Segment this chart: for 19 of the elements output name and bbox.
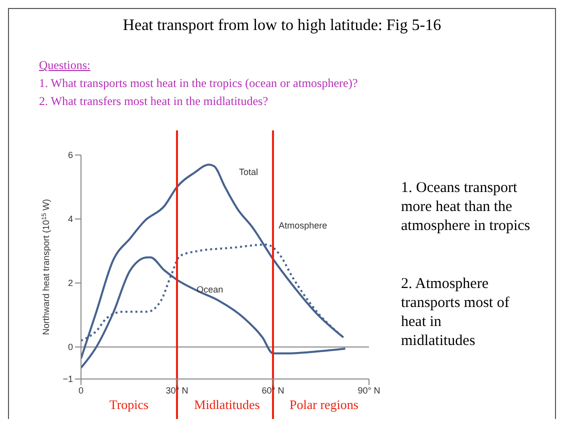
text: 2. Atmosphere transports most of heat in midlatitudes <box>401 275 510 351</box>
text: Tropics <box>108 397 150 413</box>
y-tick-label: −1 <box>62 374 73 384</box>
y-tick-label: 4 <box>68 214 73 224</box>
x-tick-label: 0 <box>78 385 84 396</box>
chart-title: Heat transport from low to high latitude: Fig 5-16 <box>122 17 442 35</box>
text: Polar regions <box>288 397 360 413</box>
series-label: Ocean <box>196 284 224 295</box>
y-tick-label: 2 <box>68 278 73 288</box>
text: 1. Oceans transport more heat than the atmosphere in tropics <box>401 179 532 236</box>
text: 2. What transfers most heat in the midlatitudes? <box>39 93 270 110</box>
x-tick-label: 90° N <box>358 385 380 396</box>
series-label: Atmosphere <box>278 220 328 231</box>
text: Midlatitudes <box>193 397 261 413</box>
text: Questions: <box>39 57 92 74</box>
text: 1. What transports most heat in the tropics (ocean or atmosphere)? <box>39 75 358 92</box>
y-tick-label: 0 <box>68 342 73 352</box>
y-tick-label: 6 <box>68 150 73 160</box>
series-label: Total <box>239 167 258 177</box>
